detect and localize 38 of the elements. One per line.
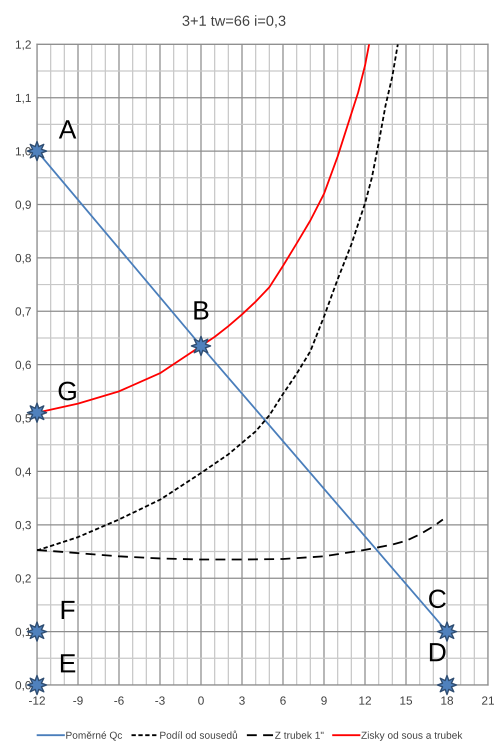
chart-title: 3+1 tw=66 i=0,3 <box>182 15 286 28</box>
point <box>190 336 212 356</box>
x-tick-label: 0 <box>198 696 204 705</box>
x-tick-label: 9 <box>321 696 327 705</box>
annotation: B <box>194 301 208 320</box>
x-tick-label: 15 <box>400 696 412 705</box>
legend-label: Poměrné Qc <box>66 731 122 741</box>
y-tick-label: 0,7 <box>15 307 31 318</box>
y-tick-label: 0,8 <box>15 254 31 264</box>
annotation: A <box>58 120 76 138</box>
x-tick-label: -6 <box>114 696 124 705</box>
x-tick-label: 3 <box>239 696 245 705</box>
annotation: D <box>430 643 446 662</box>
y-tick-label: 0,5 <box>15 414 31 424</box>
y-tick-label: 1,2 <box>16 40 31 50</box>
annotation: C <box>429 589 446 608</box>
annotation: F <box>62 600 75 619</box>
y-tick-label: 0,3 <box>15 520 31 531</box>
x-tick-label: 21 <box>482 696 494 705</box>
x-tick-label: 18 <box>441 696 454 705</box>
x-tick-label: -12 <box>28 696 45 705</box>
x-tick-label: -3 <box>155 696 165 705</box>
legend-label: Podíl od sousedů <box>160 730 238 739</box>
annotation: E <box>60 654 76 672</box>
y-tick-label: 1,1 <box>16 94 31 104</box>
y-tick-label: 0,1 <box>15 628 31 638</box>
y-tick-label: 0,6 <box>15 360 31 370</box>
point <box>436 621 458 642</box>
x-tick-label: 6 <box>280 696 286 705</box>
y-tick-label: 0,2 <box>15 574 31 584</box>
point <box>436 674 458 696</box>
legend-label: Z trubek 1" <box>275 731 324 739</box>
legend-label: Zisky od sous a trubek <box>361 731 462 741</box>
x-tick-label: -9 <box>73 696 83 705</box>
y-tick-label: 0,4 <box>15 467 32 478</box>
y-tick-label: 0,9 <box>15 200 31 210</box>
x-tick-label: 12 <box>359 696 371 705</box>
annotation: G <box>58 382 76 400</box>
